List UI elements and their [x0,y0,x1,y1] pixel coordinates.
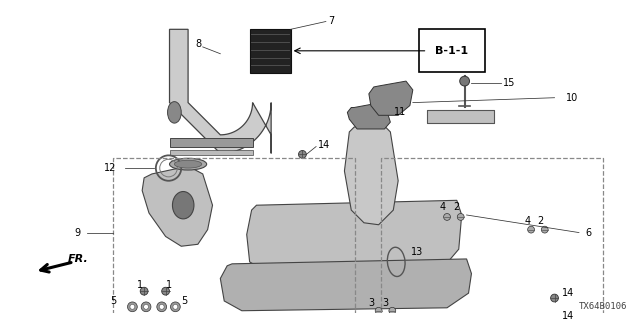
Text: 2: 2 [454,202,460,212]
Circle shape [550,316,559,320]
Bar [170,138,253,147]
Circle shape [173,304,178,309]
Text: 10: 10 [566,93,579,103]
Polygon shape [246,200,461,272]
Circle shape [141,302,151,312]
Circle shape [298,150,307,158]
Bar [170,150,253,156]
Circle shape [375,307,382,314]
Circle shape [458,213,464,220]
Polygon shape [344,122,398,225]
Circle shape [460,76,470,86]
Text: 3: 3 [369,298,375,308]
Text: 15: 15 [503,78,515,88]
Ellipse shape [170,158,207,170]
Text: 4: 4 [524,216,530,226]
Circle shape [140,287,148,295]
Ellipse shape [175,160,202,168]
Circle shape [127,302,137,312]
Text: 11: 11 [394,108,406,117]
Polygon shape [369,81,413,115]
Circle shape [444,213,451,220]
Polygon shape [220,259,472,311]
Circle shape [550,294,559,302]
Text: 12: 12 [104,163,116,173]
Circle shape [159,304,164,309]
Circle shape [157,302,166,312]
Circle shape [162,287,170,295]
Polygon shape [142,166,212,246]
Text: 14: 14 [563,311,575,320]
Text: 7: 7 [328,17,334,27]
Circle shape [541,226,548,233]
Text: 9: 9 [74,228,81,237]
Text: 1: 1 [137,280,143,290]
Text: 1: 1 [166,280,172,290]
Polygon shape [170,29,271,153]
Polygon shape [428,110,494,123]
Text: 5: 5 [111,296,116,306]
Text: 13: 13 [411,247,423,257]
Bar [433,110,442,118]
Text: 2: 2 [538,216,544,226]
Circle shape [170,302,180,312]
Text: 4: 4 [440,202,446,212]
Text: 3: 3 [382,298,388,308]
Text: TX64B0106: TX64B0106 [579,302,627,311]
Text: 5: 5 [181,296,188,306]
Text: 6: 6 [586,228,592,237]
Ellipse shape [168,102,181,123]
Bar [250,29,291,73]
Circle shape [527,226,534,233]
Text: 14: 14 [563,288,575,298]
Circle shape [143,304,148,309]
Text: B-1-1: B-1-1 [435,46,468,56]
Ellipse shape [172,192,194,219]
Circle shape [389,307,396,314]
Text: 14: 14 [318,140,330,150]
Circle shape [130,304,135,309]
Bar [476,110,486,118]
Text: 8: 8 [196,39,202,49]
Text: FR.: FR. [68,254,89,264]
Polygon shape [348,103,390,129]
